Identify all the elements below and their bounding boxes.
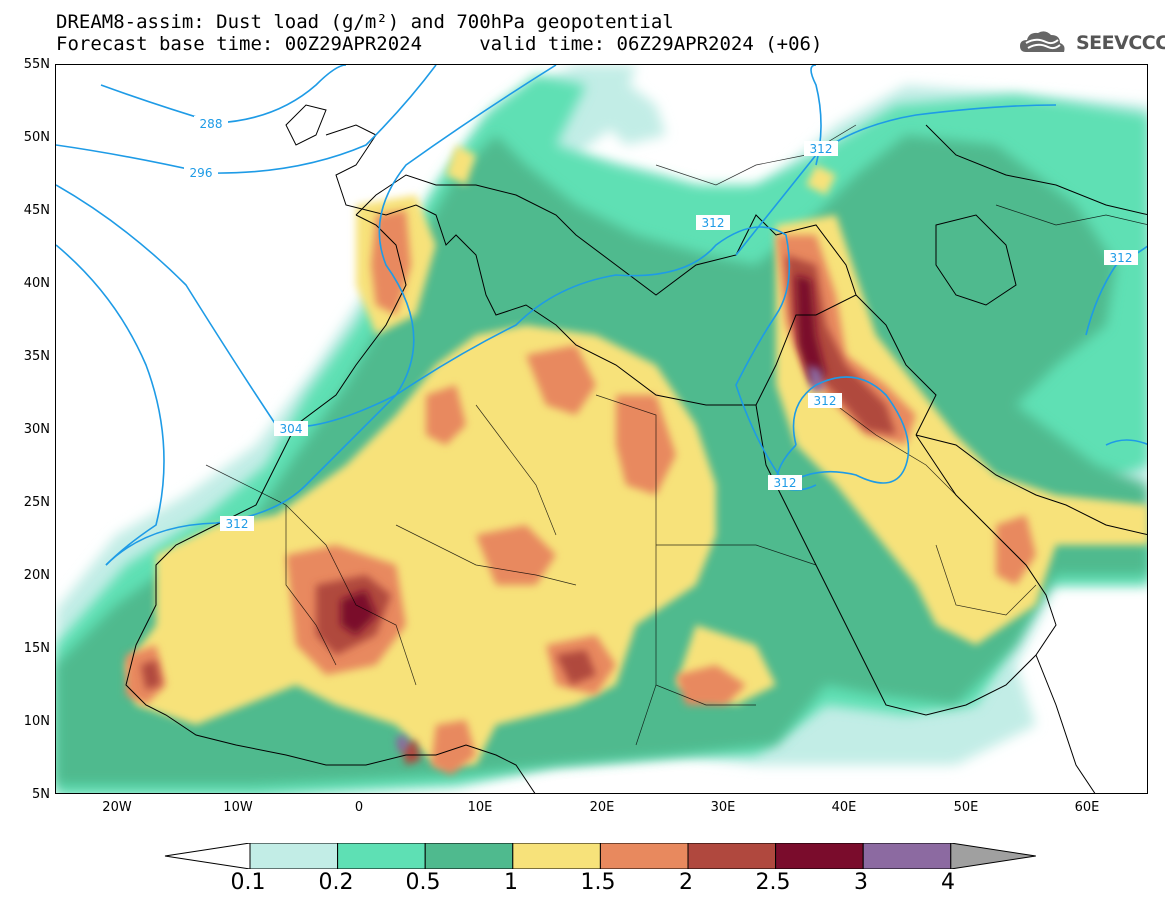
colorbar-segment	[599, 843, 689, 869]
colorbar	[164, 843, 1036, 869]
contour-label-bg	[184, 165, 218, 180]
colorbar-segment	[249, 843, 339, 869]
contour-label-312-a: 312	[226, 517, 249, 531]
map-canvas: 288 296 304 312 312 312 312 312 312	[56, 65, 1147, 793]
colorbar-label: 0.2	[318, 870, 354, 895]
contour-label-bg	[768, 475, 802, 490]
colorbar-segment	[424, 843, 514, 869]
contour-label-304: 304	[280, 422, 303, 436]
contour-label-bg	[194, 116, 228, 131]
lat-label: 15N	[23, 641, 50, 656]
contour-label-288: 288	[200, 117, 223, 131]
dust-field-3	[396, 365, 824, 751]
lat-label: 55N	[23, 57, 50, 72]
contour-label-312-e: 312	[774, 476, 797, 490]
map-title: DREAM8-assim: Dust load (g/m²) and 700hP…	[56, 11, 674, 33]
cloud-logo-icon	[1020, 31, 1065, 52]
lon-label: 20W	[102, 800, 132, 815]
contour-label-bg	[696, 215, 730, 230]
contour-label-312-b: 312	[810, 142, 833, 156]
geopotential-contours	[56, 65, 1147, 566]
lon-label: 20E	[589, 800, 615, 815]
contour-label-312-d: 312	[814, 394, 837, 408]
colorbar-segment	[775, 843, 864, 869]
contour-label-312-c: 312	[702, 216, 725, 230]
colorbar-label: 3	[854, 870, 868, 895]
map-subtitle: Forecast base time: 00Z29APR2024 valid t…	[56, 33, 823, 55]
lat-label: 50N	[23, 130, 50, 145]
contour-label-312-f: 312	[1110, 251, 1133, 265]
colorbar-segment	[687, 843, 777, 869]
lat-label: 25N	[23, 495, 50, 510]
contour-label-bg	[274, 421, 308, 436]
logo-text: SEEVCCC	[1076, 32, 1165, 54]
colorbar-label: 1	[504, 870, 518, 895]
lat-label: 30N	[23, 422, 50, 437]
lon-label: 40E	[831, 800, 857, 815]
contour-label-bg	[808, 393, 842, 408]
lon-label: 30E	[710, 800, 736, 815]
colorbar-label: 4	[941, 870, 955, 895]
colorbar-segment	[337, 843, 426, 869]
lon-label: 10W	[223, 800, 253, 815]
colorbar-label: 2	[679, 870, 693, 895]
dust-field-1.5	[126, 210, 1036, 775]
lon-label: 60E	[1074, 800, 1100, 815]
contour-labels: 288 296 304 312 312 312 312 312 312	[184, 116, 1138, 531]
colorbar-segment	[862, 843, 952, 869]
lat-label: 5N	[32, 787, 50, 802]
lat-label: 35N	[23, 349, 50, 364]
lat-label: 10N	[23, 714, 50, 729]
dust-load-map: 288 296 304 312 312 312 312 312 312	[55, 64, 1148, 794]
lon-label: 0	[354, 800, 364, 815]
contour-label-bg	[1104, 250, 1138, 265]
colorbar-label: 1.5	[580, 870, 616, 895]
colorbar-label: 2.5	[755, 870, 791, 895]
dust-field-2.5	[341, 275, 826, 635]
colorbar-label: 0.5	[405, 870, 441, 895]
colorbar-segment	[512, 843, 601, 869]
lat-label: 20N	[23, 568, 50, 583]
colorbar-segment	[164, 843, 251, 869]
lon-label: 10E	[467, 800, 493, 815]
contour-label-bg	[804, 141, 838, 156]
lat-label: 40N	[23, 276, 50, 291]
lat-label: 45N	[23, 203, 50, 218]
colorbar-label: 0.1	[230, 870, 266, 895]
colorbar-segment	[950, 843, 1036, 869]
lon-label: 50E	[953, 800, 979, 815]
contour-label-296: 296	[190, 166, 213, 180]
contour-label-bg	[220, 516, 254, 531]
